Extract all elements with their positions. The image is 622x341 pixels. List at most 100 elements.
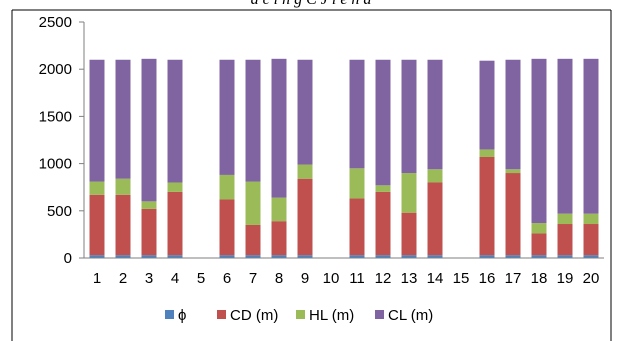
bar-segment (245, 255, 261, 258)
bar-segment (141, 58, 157, 202)
legend-label: CD (m) (230, 307, 278, 324)
bar-segment (505, 59, 521, 170)
bar-segment (557, 224, 573, 256)
x-tick-label: 13 (401, 270, 418, 287)
bar-segment (401, 173, 417, 213)
bar-segment (89, 181, 105, 195)
bar-segment (349, 168, 365, 199)
x-tick-label: 9 (301, 270, 309, 287)
x-tick-label: 6 (223, 270, 231, 287)
bar-segment (401, 59, 417, 174)
bar-segment (297, 164, 313, 179)
bar-segment (401, 212, 417, 256)
bar-segment (245, 181, 261, 225)
y-tick-label: 500 (47, 203, 72, 220)
legend-swatch (375, 310, 384, 319)
chart-title: a c i n g C J l e n a (0, 0, 622, 9)
y-tick-label: 2500 (39, 14, 72, 31)
bar-segment (375, 255, 391, 258)
bar-segment (89, 194, 105, 256)
bar-segment (375, 185, 391, 192)
bar-segment (557, 255, 573, 258)
y-tick-label: 1000 (39, 156, 72, 173)
bar-segment (141, 208, 157, 256)
x-tick-label: 2 (119, 270, 127, 287)
bar-segment (583, 255, 599, 258)
y-tick-label: 1500 (39, 108, 72, 125)
bar-segment (427, 59, 443, 170)
bar-segment (89, 255, 105, 258)
legend-swatch (296, 310, 305, 319)
bar-segment (375, 59, 391, 186)
legend-label: CL (m) (388, 307, 433, 324)
x-tick-label: 7 (249, 270, 257, 287)
bar-segment (271, 255, 287, 258)
x-tick-label: 17 (505, 270, 522, 287)
bar-segment (531, 255, 547, 258)
x-tick-label: 4 (171, 270, 179, 287)
bar-segment (583, 213, 599, 225)
legend-swatch (165, 310, 174, 319)
bar-segment (531, 233, 547, 256)
bar-segment (271, 197, 287, 222)
bar-segment (115, 178, 131, 195)
x-tick-label: 3 (145, 270, 153, 287)
bar-segment (505, 255, 521, 258)
bar-segment (427, 182, 443, 256)
bar-segment (349, 255, 365, 258)
y-tick-label: 2000 (39, 61, 72, 78)
legend-swatch (217, 310, 226, 319)
bar-segment (349, 198, 365, 256)
bar-segment (167, 255, 183, 258)
bar-segment (505, 173, 521, 256)
bar-segment (245, 59, 261, 182)
bar-segment (271, 221, 287, 256)
bar-segment (167, 59, 183, 183)
bar-segment (115, 59, 131, 179)
x-tick-label: 15 (453, 270, 470, 287)
bar-segment (583, 58, 599, 214)
bar-segment (427, 255, 443, 258)
bar-segment (349, 59, 365, 169)
x-tick-label: 11 (349, 270, 365, 287)
y-tick-label: 0 (64, 250, 72, 267)
bar-segment (115, 255, 131, 258)
bar-segment (219, 255, 235, 258)
bar-segment (583, 224, 599, 256)
x-tick-label: 20 (583, 270, 600, 287)
bar-segment (531, 223, 547, 234)
bar-segment (219, 174, 235, 200)
bar-segment (89, 59, 105, 182)
bar-segment (479, 60, 495, 150)
bar-segment (297, 255, 313, 258)
bar-segment (531, 58, 547, 224)
x-tick-label: 8 (275, 270, 283, 287)
bar-segment (141, 201, 157, 209)
bar-segment (219, 199, 235, 256)
bar-segment (479, 255, 495, 258)
bar-segment (479, 156, 495, 256)
bar-segment (115, 194, 131, 256)
x-tick-label: 12 (375, 270, 392, 287)
x-tick-label: 1 (93, 270, 101, 287)
legend-label: HL (m) (309, 307, 354, 324)
x-tick-label: 18 (531, 270, 548, 287)
bar-segment (297, 178, 313, 256)
bar-segment (557, 213, 573, 225)
bar-segment (167, 182, 183, 192)
bar-segment (505, 169, 521, 174)
bar-segment (245, 224, 261, 256)
x-tick-label: 14 (427, 270, 444, 287)
bar-segment (297, 59, 313, 165)
bar-segment (401, 255, 417, 258)
x-tick-label: 16 (479, 270, 496, 287)
bar-segment (479, 149, 495, 157)
x-tick-label: 10 (323, 270, 340, 287)
bar-segment (167, 191, 183, 256)
bar-segment (557, 58, 573, 214)
x-tick-label: 19 (557, 270, 574, 287)
bar-segment (271, 58, 287, 198)
bar-segment (141, 255, 157, 258)
